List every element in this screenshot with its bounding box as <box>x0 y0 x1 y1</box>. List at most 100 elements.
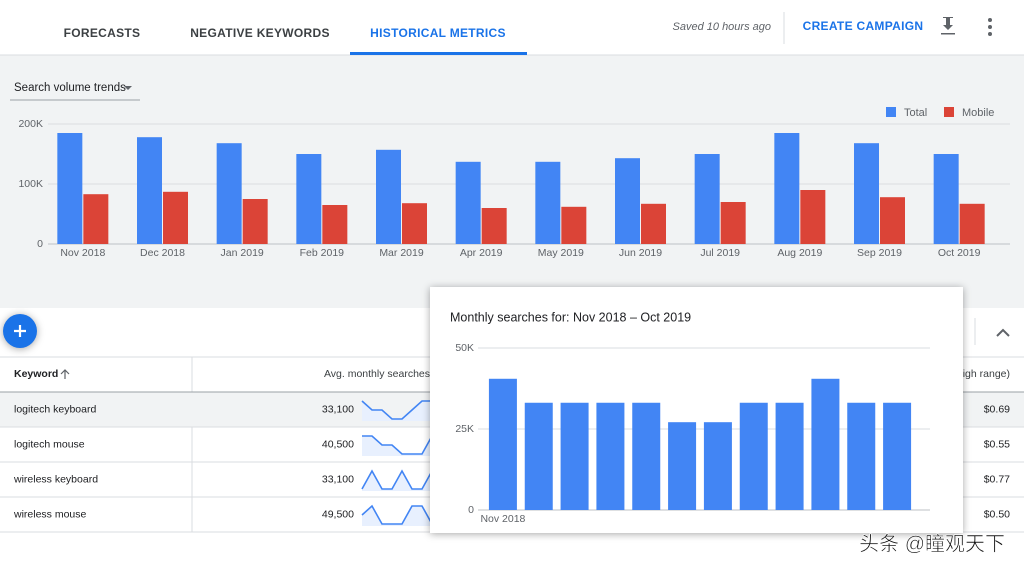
bar <box>322 205 348 244</box>
bar <box>959 203 985 244</box>
bid: $0.69 <box>984 403 1010 415</box>
y-tick-label: 100K <box>18 178 43 190</box>
column-header: igh range) <box>963 368 1010 380</box>
bid: $0.50 <box>984 508 1010 520</box>
bar <box>854 143 879 244</box>
avg-searches: 49,500 <box>322 508 354 520</box>
bar <box>596 402 625 510</box>
sparkline-area <box>362 506 432 526</box>
x-tick-label: Apr 2019 <box>460 247 503 259</box>
legend-label: Mobile <box>962 107 994 119</box>
bar <box>560 402 589 510</box>
legend-swatch <box>886 107 896 117</box>
bar <box>641 203 666 244</box>
x-tick-label: Feb 2019 <box>300 247 345 259</box>
y-tick-label: 50K <box>455 342 474 354</box>
sparkline <box>361 469 433 490</box>
bar <box>703 422 732 510</box>
more-icon[interactable] <box>988 18 992 36</box>
popup: Monthly searches for: Nov 2018 – Oct 201… <box>430 287 963 533</box>
bar <box>694 154 720 244</box>
column-header[interactable]: Keyword <box>14 368 58 380</box>
column-header: Avg. monthly searches <box>324 368 430 380</box>
x-tick-label: Jan 2019 <box>221 247 264 259</box>
sparkline <box>361 400 432 420</box>
bar <box>242 199 268 244</box>
x-tick-label: Aug 2019 <box>777 247 822 259</box>
popup-title: Monthly searches for: Nov 2018 – Oct 201… <box>450 310 691 324</box>
avg-searches: 33,100 <box>322 403 354 415</box>
x-tick-label: Dec 2018 <box>140 247 185 259</box>
y-tick-label: 0 <box>37 238 43 250</box>
save-status: Saved 10 hours ago <box>673 21 771 33</box>
x-tick-label: May 2019 <box>538 247 584 259</box>
x-tick-label: Sep 2019 <box>857 247 902 259</box>
bar <box>524 402 553 510</box>
tab[interactable]: FORECASTS <box>64 26 141 40</box>
legend-label: Total <box>904 107 927 119</box>
bar <box>481 208 507 244</box>
bar <box>883 402 912 510</box>
bid: $0.55 <box>984 438 1010 450</box>
chart-panel <box>0 55 1024 308</box>
avg-searches: 33,100 <box>322 473 354 485</box>
x-tick-label: Jul 2019 <box>700 247 740 259</box>
bar <box>137 137 162 244</box>
bar <box>774 133 800 244</box>
bar <box>632 402 661 510</box>
sort-icon <box>60 369 70 379</box>
bar <box>402 203 427 244</box>
y-tick-label: 200K <box>18 118 43 130</box>
sparkline <box>362 435 433 455</box>
content: FORECASTS NEGATIVE KEYWORDS HISTORICAL MET… <box>0 19 1024 533</box>
bar <box>216 143 242 244</box>
bar <box>775 402 804 510</box>
keyword[interactable]: logitech mouse <box>14 438 85 450</box>
x-tick-label: Jun 2019 <box>619 247 662 259</box>
bar <box>847 402 876 510</box>
tab-indicator <box>350 52 527 55</box>
bar <box>83 194 109 244</box>
keyword[interactable]: wireless keyboard <box>13 473 98 485</box>
bar <box>933 154 959 244</box>
download-icon[interactable] <box>941 17 955 35</box>
dropdown-arrow[interactable] <box>124 86 132 90</box>
watermark: 头条 @瞳观天下 <box>859 532 1005 555</box>
x-tick-label: Nov 2018 <box>480 513 525 525</box>
bar <box>739 402 768 510</box>
sparkline-area <box>362 401 432 421</box>
bar <box>488 378 517 510</box>
create-campaign[interactable]: CREATE CAMPAIGN <box>803 19 924 33</box>
bar <box>880 197 905 244</box>
bar <box>296 154 322 244</box>
x-tick-label: Mar 2019 <box>379 247 424 259</box>
bar <box>720 202 746 244</box>
dropdown[interactable]: Search volume trends <box>14 82 126 94</box>
tab[interactable]: HISTORICAL METRICS <box>370 26 506 40</box>
bar <box>668 422 697 510</box>
bar <box>535 161 561 244</box>
x-tick-label: Oct 2019 <box>938 247 981 259</box>
bar <box>163 191 188 244</box>
bar <box>800 190 826 244</box>
sparkline <box>361 504 433 525</box>
plus-icon <box>14 325 26 337</box>
keyword[interactable]: wireless mouse <box>13 508 87 520</box>
bar <box>57 133 83 244</box>
collapse-icon[interactable] <box>996 328 1010 337</box>
tab[interactable]: NEGATIVE KEYWORDS <box>190 26 330 40</box>
bid: $0.77 <box>984 473 1010 485</box>
x-tick-label: Nov 2018 <box>60 247 105 259</box>
y-tick-label: 0 <box>468 504 474 516</box>
bar <box>561 206 587 244</box>
keyword[interactable]: logitech keyboard <box>14 403 96 415</box>
bar <box>811 378 840 510</box>
bar <box>376 149 401 244</box>
sparkline-area <box>362 436 432 456</box>
legend-swatch <box>944 107 954 117</box>
bar <box>455 161 481 244</box>
y-tick-label: 25K <box>455 423 474 435</box>
avg-searches: 40,500 <box>322 438 354 450</box>
